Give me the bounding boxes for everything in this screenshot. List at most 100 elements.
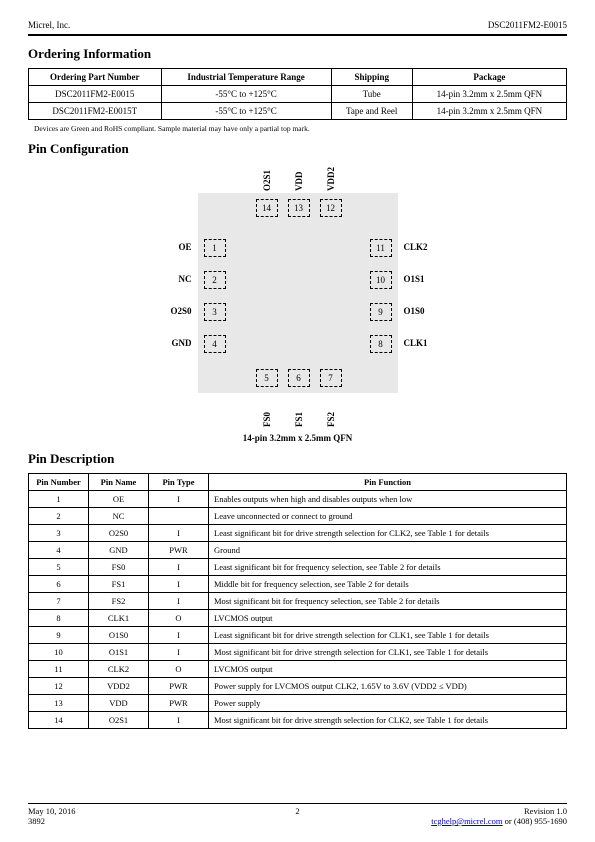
pindesc-cell: I	[149, 576, 209, 593]
pin-box: 12	[320, 199, 342, 217]
ordering-cell: Tape and Reel	[331, 103, 412, 120]
pindesc-cell: Most significant bit for drive strength …	[209, 644, 567, 661]
pindesc-cell: 10	[29, 644, 89, 661]
ordering-col: Shipping	[331, 69, 412, 86]
pindesc-cell: Middle bit for frequency selection, see …	[209, 576, 567, 593]
ordering-cell: 14-pin 3.2mm x 2.5mm QFN	[412, 86, 566, 103]
pin-label: GND	[152, 338, 192, 348]
pin-label: VDD	[294, 161, 304, 191]
pindesc-cell: CLK2	[89, 661, 149, 678]
pindesc-cell: GND	[89, 542, 149, 559]
pindesc-cell: Ground	[209, 542, 567, 559]
pin-box: 2	[204, 271, 226, 289]
ordering-cell: DSC2011FM2-E0015	[29, 86, 162, 103]
pindesc-cell: 2	[29, 508, 89, 525]
ordering-cell: Tube	[331, 86, 412, 103]
pin-box: 5	[256, 369, 278, 387]
pindesc-cell: VDD2	[89, 678, 149, 695]
footer-email-link[interactable]: tcghelp@micrel.com	[431, 816, 502, 826]
pin-label: O1S0	[404, 306, 444, 316]
pindesc-cell: 9	[29, 627, 89, 644]
pindesc-cell: 12	[29, 678, 89, 695]
pindesc-col: Pin Number	[29, 474, 89, 491]
ordering-heading: Ordering Information	[28, 46, 567, 62]
pindesc-cell: Power supply	[209, 695, 567, 712]
pindesc-cell: 1	[29, 491, 89, 508]
pindesc-cell: I	[149, 627, 209, 644]
pin-label: CLK1	[404, 338, 444, 348]
pindesc-cell: O1S1	[89, 644, 149, 661]
pindesc-cell: Enables outputs when high and disables o…	[209, 491, 567, 508]
company-name: Micrel, Inc.	[28, 20, 70, 30]
pindesc-cell: Most significant bit for drive strength …	[209, 712, 567, 729]
pindesc-cell: CLK1	[89, 610, 149, 627]
footer-code: 3892	[28, 816, 75, 826]
ordering-table: Ordering Part NumberIndustrial Temperatu…	[28, 68, 567, 120]
diagram-caption: 14-pin 3.2mm x 2.5mm QFN	[28, 433, 567, 443]
pindesc-cell: VDD	[89, 695, 149, 712]
pindesc-cell: 13	[29, 695, 89, 712]
pindesc-cell: OE	[89, 491, 149, 508]
pin-label: O1S1	[404, 274, 444, 284]
pin-box: 8	[370, 335, 392, 353]
page-header: Micrel, Inc. DSC2011FM2-E0015	[28, 20, 567, 36]
pindesc-cell: 4	[29, 542, 89, 559]
pin-box: 1	[204, 239, 226, 257]
pinconfig-heading: Pin Configuration	[28, 141, 567, 157]
pin-box: 4	[204, 335, 226, 353]
pindesc-cell: 11	[29, 661, 89, 678]
pin-label: VDD2	[326, 161, 336, 191]
pin-label: OE	[152, 242, 192, 252]
ordering-note: Devices are Green and RoHS compliant. Sa…	[34, 124, 567, 133]
ordering-col: Package	[412, 69, 566, 86]
pindesc-cell: 14	[29, 712, 89, 729]
pindesc-cell: FS0	[89, 559, 149, 576]
pin-label: FS0	[262, 397, 272, 427]
ordering-col: Ordering Part Number	[29, 69, 162, 86]
pindesc-cell: 8	[29, 610, 89, 627]
pin-config-diagram: 1234111098141312567 OENCO2S0GNDCLK2O1S1O…	[28, 163, 567, 423]
pin-label: O2S1	[262, 161, 272, 191]
pindesc-cell: 3	[29, 525, 89, 542]
pin-box: 6	[288, 369, 310, 387]
pin-box: 14	[256, 199, 278, 217]
footer-phone: or (408) 955-1690	[503, 816, 567, 826]
pin-label: CLK2	[404, 242, 444, 252]
pin-box: 9	[370, 303, 392, 321]
pin-box: 7	[320, 369, 342, 387]
pindesc-cell: O	[149, 610, 209, 627]
pindesc-cell: I	[149, 491, 209, 508]
ordering-cell: -55°C to +125°C	[161, 86, 331, 103]
pindesc-cell	[149, 508, 209, 525]
pindesc-cell: Least significant bit for drive strength…	[209, 627, 567, 644]
pin-box: 10	[370, 271, 392, 289]
pindesc-cell: 7	[29, 593, 89, 610]
footer-page: 2	[28, 806, 567, 816]
pindesc-cell: Least significant bit for drive strength…	[209, 525, 567, 542]
pindesc-cell: 6	[29, 576, 89, 593]
pindesc-cell: O2S0	[89, 525, 149, 542]
pindesc-table: Pin NumberPin NamePin TypePin Function 1…	[28, 473, 567, 729]
pindesc-cell: O1S0	[89, 627, 149, 644]
pindesc-cell: O2S1	[89, 712, 149, 729]
pindesc-cell: I	[149, 525, 209, 542]
pindesc-cell: LVCMOS output	[209, 610, 567, 627]
ordering-col: Industrial Temperature Range	[161, 69, 331, 86]
pin-label: O2S0	[152, 306, 192, 316]
pin-label: NC	[152, 274, 192, 284]
part-number: DSC2011FM2-E0015	[488, 20, 567, 30]
pindesc-cell: Least significant bit for frequency sele…	[209, 559, 567, 576]
pindesc-cell: NC	[89, 508, 149, 525]
pindesc-cell: Leave unconnected or connect to ground	[209, 508, 567, 525]
pindesc-col: Pin Function	[209, 474, 567, 491]
pindesc-cell: I	[149, 644, 209, 661]
pin-box: 13	[288, 199, 310, 217]
pindesc-cell: Most significant bit for frequency selec…	[209, 593, 567, 610]
pindesc-cell: FS2	[89, 593, 149, 610]
pindesc-cell: O	[149, 661, 209, 678]
pindesc-col: Pin Type	[149, 474, 209, 491]
pin-box: 11	[370, 239, 392, 257]
pin-label: FS1	[294, 397, 304, 427]
pindesc-cell: 5	[29, 559, 89, 576]
pindesc-cell: I	[149, 593, 209, 610]
